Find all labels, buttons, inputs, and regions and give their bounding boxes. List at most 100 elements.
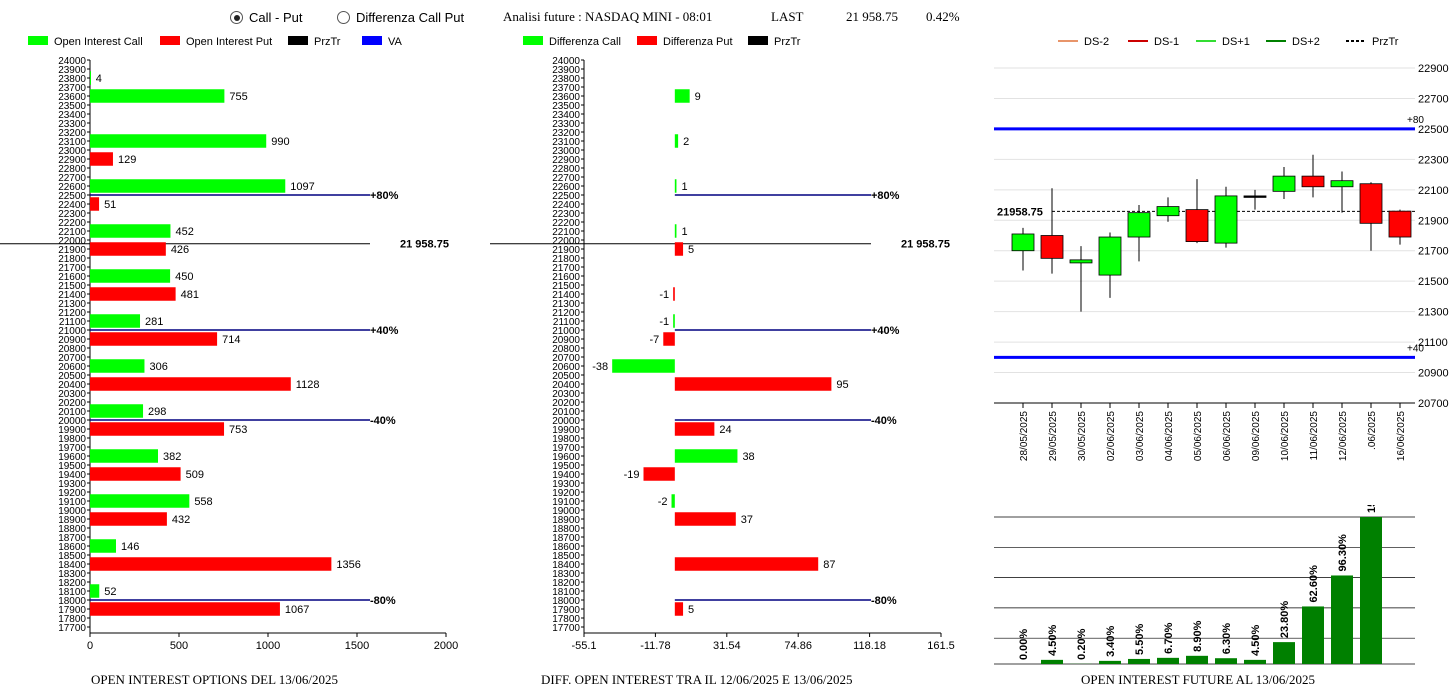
bar-label: 0.00% — [1018, 629, 1030, 660]
y-tick-label: 22600 — [58, 182, 86, 193]
bar — [90, 197, 100, 211]
bar — [1157, 657, 1179, 664]
bar — [90, 584, 100, 598]
bar — [1360, 517, 1382, 664]
x-tick-label: 03/06/2025 — [1135, 411, 1146, 461]
y-tick-label: 20500 — [552, 371, 580, 382]
y-tick-label: 21800 — [58, 254, 86, 265]
bar-label: 95 — [836, 379, 848, 391]
legend-swatch — [637, 36, 657, 45]
y-tick-label: 23300 — [552, 119, 580, 130]
y-tick-label: 23900 — [552, 65, 580, 76]
y-tick-label: 19800 — [552, 434, 580, 445]
y-tick-label: 24000 — [552, 56, 580, 67]
bar — [90, 134, 267, 148]
reference-line-label: -40% — [871, 415, 897, 427]
bar-label: 146 — [121, 541, 139, 553]
bar-label: 558 — [194, 496, 212, 508]
bar-label: 96.30% — [1337, 534, 1349, 572]
y-tick-label: 17900 — [552, 605, 580, 616]
y-tick-label: 20700 — [58, 353, 86, 364]
bar-label: 755 — [229, 91, 247, 103]
y-tick-label: 23700 — [58, 83, 86, 94]
bar-label: -7 — [649, 334, 659, 346]
radio-selected-icon — [230, 11, 243, 24]
bar — [90, 404, 144, 418]
band-label: +80 — [1407, 115, 1424, 126]
bar — [674, 557, 819, 571]
y-tick-label: 23400 — [552, 110, 580, 121]
x-tick-label: 2000 — [434, 640, 458, 652]
bar — [674, 377, 832, 391]
bar — [612, 359, 675, 373]
y-tick-label: 22700 — [58, 173, 86, 184]
y-tick-label: 18100 — [58, 587, 86, 598]
header-title: Analisi future : NASDAQ MINI - 08:01 — [503, 9, 713, 24]
legend-swatch — [523, 36, 543, 45]
reference-line-label: -80% — [370, 595, 396, 607]
y-tick-label: 20600 — [552, 362, 580, 373]
y-tick-label: 23000 — [552, 146, 580, 157]
bar-label: 87 — [823, 559, 835, 571]
bar — [673, 287, 675, 301]
reference-line-label: 21 958.75 — [400, 239, 449, 251]
reference-line-label: 21 958.75 — [901, 239, 950, 251]
bar — [90, 71, 91, 85]
bar — [1099, 660, 1121, 664]
bar-label: 432 — [172, 514, 190, 526]
legend-label: Differenza Call — [549, 36, 621, 48]
y-tick-label: 19600 — [552, 452, 580, 463]
bar — [90, 557, 332, 571]
y-tick-label: 19500 — [58, 461, 86, 472]
y-tick-label: 20200 — [552, 398, 580, 409]
y-tick-label: 20300 — [552, 389, 580, 400]
y-tick-label: 21900 — [58, 245, 86, 256]
radio-unselected-icon — [337, 11, 350, 24]
y-tick-label: 20800 — [552, 344, 580, 355]
bar-label: 306 — [149, 361, 167, 373]
y-tick-label: 18600 — [58, 542, 86, 553]
y-tick-label: 23000 — [58, 146, 86, 157]
bar-label: 1067 — [285, 604, 309, 616]
y-tick-label: 21500 — [552, 281, 580, 292]
candle-body — [1272, 175, 1296, 192]
y-tick-label: 22800 — [552, 164, 580, 175]
bar-label: 5 — [688, 604, 694, 616]
bar-label: 2 — [683, 136, 689, 148]
candle-body — [1098, 236, 1122, 276]
bar-label: -38 — [592, 361, 608, 373]
bar — [1186, 655, 1208, 664]
bar-label: 51 — [104, 199, 116, 211]
bar-label: 1 — [681, 181, 687, 193]
x-tick-label: 0 — [87, 640, 93, 652]
bar — [90, 314, 141, 328]
bar-label: 714 — [222, 334, 240, 346]
y-tick-label: 21000 — [552, 326, 580, 337]
y-tick-label: 23500 — [552, 101, 580, 112]
y-tick-label: 22800 — [58, 164, 86, 175]
candle-body — [1069, 259, 1093, 264]
y-tick-label: 20100 — [552, 407, 580, 418]
y-tick-label: 20900 — [1418, 368, 1449, 380]
y-tick-label: 22500 — [58, 191, 86, 202]
candle-body — [1156, 206, 1180, 217]
y-tick-label: 21700 — [58, 263, 86, 274]
radio-call-put[interactable]: Call - Put — [230, 10, 302, 25]
bar-label: 1097 — [290, 181, 314, 193]
y-tick-label: 18000 — [58, 596, 86, 607]
y-tick-label: 19700 — [552, 443, 580, 454]
y-tick-label: 20100 — [58, 407, 86, 418]
y-tick-label: 18800 — [552, 524, 580, 535]
reference-line-label: +80% — [370, 190, 399, 202]
y-tick-label: 21200 — [58, 308, 86, 319]
y-tick-label: 21600 — [58, 272, 86, 283]
reference-line-label: +40% — [871, 325, 900, 337]
radio-diff[interactable]: Differenza Call Put — [337, 10, 464, 25]
bar — [674, 242, 684, 256]
bar — [674, 179, 677, 193]
y-tick-label: 21300 — [58, 299, 86, 310]
bar — [674, 449, 738, 463]
x-tick-label: -55.1 — [571, 640, 596, 652]
bar-label: 281 — [145, 316, 163, 328]
y-tick-label: 19400 — [58, 470, 86, 481]
